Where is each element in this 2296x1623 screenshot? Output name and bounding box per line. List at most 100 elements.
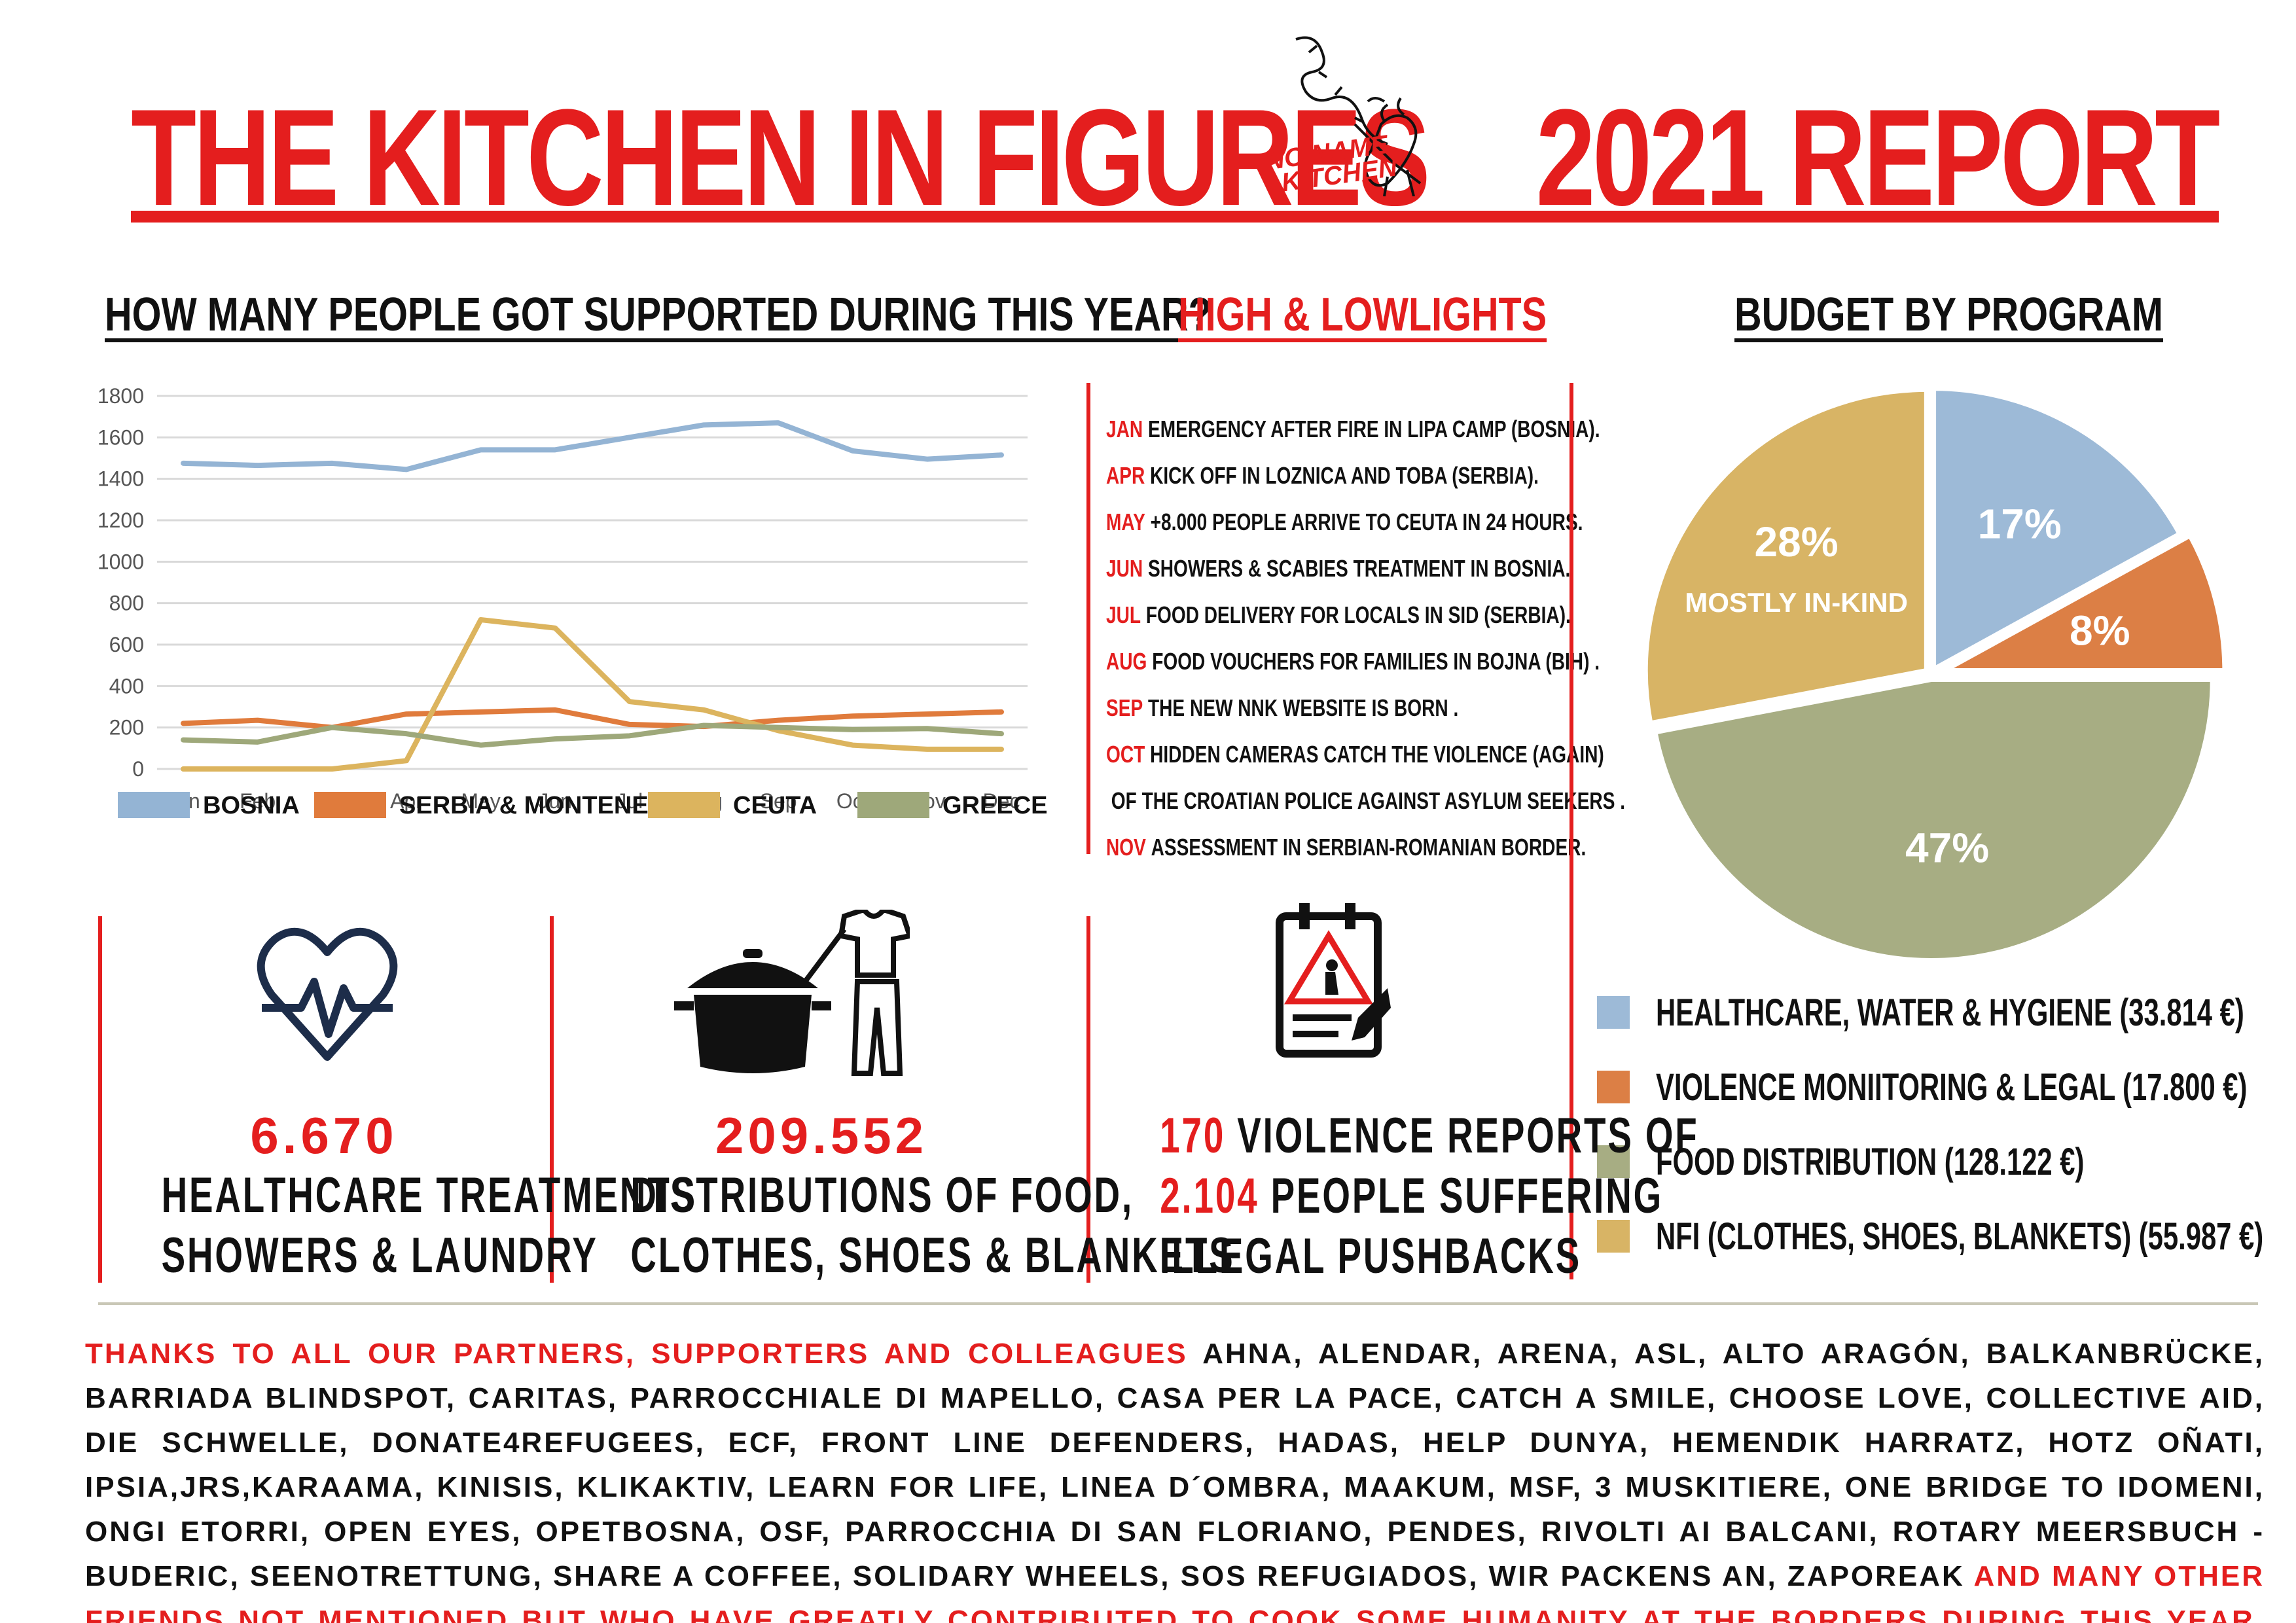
fist-whisk-logo-icon xyxy=(1295,36,1422,196)
highlight-text: +8.000 PEOPLE ARRIVE TO CEUTA IN 24 HOUR… xyxy=(1150,508,1583,535)
y-tick-label: 0 xyxy=(132,757,144,781)
budget-legend-swatch xyxy=(1597,1145,1630,1178)
y-tick-label: 1800 xyxy=(98,384,144,408)
x-tick-label: Sep xyxy=(760,789,797,813)
legend-swatch xyxy=(857,792,929,818)
budget-legend-item: FOOD DISTRIBUTION (128.122 €) xyxy=(1597,1124,2284,1199)
violence-line1: 170 VIOLENCE REPORTS OF xyxy=(1160,1106,1696,1166)
highlight-month: SEP xyxy=(1106,694,1143,721)
divider-stats-1 xyxy=(98,916,102,1283)
y-tick-label: 600 xyxy=(109,633,144,656)
budget-legend-label: VIOLENCE MONIITORING & LEGAL (17.800 €) xyxy=(1656,1065,2248,1109)
violence-line1-text: VIOLENCE REPORTS OF xyxy=(1225,1108,1699,1164)
x-tick-label: May xyxy=(461,789,500,813)
highlight-month: MAY xyxy=(1106,508,1145,535)
thanks-lead: THANKS TO ALL OUR PARTNERS, SUPPORTERS A… xyxy=(85,1338,1188,1370)
y-tick-label: 1200 xyxy=(98,508,144,532)
series-line-ceuta xyxy=(181,617,1004,772)
pie-slice xyxy=(1642,386,1929,727)
highlight-text: EMERGENCY AFTER FIRE IN LIPA CAMP (BOSNI… xyxy=(1147,416,1600,442)
highlight-item: JUN SHOWERS & SCABIES TREATMENT IN BOSNIA… xyxy=(1106,545,1570,592)
budget-legend-label: NFI (CLOTHES, SHOES, BLANKETS) (55.987 €… xyxy=(1656,1215,2264,1258)
highlight-item: OCT HIDDEN CAMERAS CATCH THE VIOLENCE (AG… xyxy=(1106,731,1604,777)
thanks-paragraph: THANKS TO ALL OUR PARTNERS, SUPPORTERS A… xyxy=(85,1332,2265,1623)
heart-pulse-icon xyxy=(257,927,398,1061)
divider-left-highlights xyxy=(1086,383,1090,854)
highlight-item: NOV ASSESSMENT IN SERBIAN-ROMANIAN BORDER… xyxy=(1106,824,1586,870)
violence-line3: ILLEGAL PUSHBACKS xyxy=(1160,1228,1582,1284)
distribution-label-line2: CLOTHES, SHOES & BLANKETS xyxy=(630,1228,1235,1283)
highlight-month: APR xyxy=(1106,462,1145,489)
budget-legend-label: FOOD DISTRIBUTION (128.122 €) xyxy=(1656,1140,2085,1183)
budget-legend-item: HEALTHCARE, WATER & HYGIENE (33.814 €) xyxy=(1597,975,2284,1050)
y-tick-label: 1600 xyxy=(98,425,144,449)
highlight-text: THE NEW NNK WEBSITE IS BORN . xyxy=(1147,694,1459,721)
highlight-month: JUL xyxy=(1106,601,1141,628)
legend-label: BOSNIA xyxy=(203,792,300,818)
violence-line2-text: PEOPLE SUFFERING xyxy=(1259,1168,1664,1224)
highlight-text: FOOD VOUCHERS FOR FAMILIES IN BOJNA (BIH… xyxy=(1152,648,1600,675)
budget-legend-item: VIOLENCE MONIITORING & LEGAL (17.800 €) xyxy=(1597,1050,2284,1124)
healthcare-stat: 6.670 HEALTHCARE TREATMENTS SHOWERS & LA… xyxy=(98,1106,696,1286)
divider-stats-3 xyxy=(1086,916,1090,1283)
series-line-greece xyxy=(181,722,1004,748)
highlight-item: AUG FOOD VOUCHERS FOR FAMILIES IN BOJNA (… xyxy=(1106,638,1600,685)
highlight-item: OF THE CROATIAN POLICE AGAINST ASYLUM SE… xyxy=(1106,777,1625,824)
y-tick-label: 800 xyxy=(109,592,144,615)
distribution-label-line1: DISTRIBUTIONS OF FOOD, xyxy=(630,1168,1134,1223)
y-tick-label: 200 xyxy=(109,716,144,740)
violence-stat: 170 VIOLENCE REPORTS OF 2.104 PEOPLE SUF… xyxy=(1093,1106,1696,1287)
legend-swatch xyxy=(118,792,190,818)
pushback-people-count: 2.104 xyxy=(1160,1168,1259,1224)
budget-legend-swatch xyxy=(1597,1220,1630,1253)
report-title: THE KITCHEN IN FIGURES xyxy=(131,80,1431,234)
highlight-text: OF THE CROATIAN POLICE AGAINST ASYLUM SE… xyxy=(1111,787,1626,814)
y-tick-label: 1000 xyxy=(98,550,144,573)
pie-slice-label: 28% xyxy=(1755,518,1839,565)
budget-legend-swatch xyxy=(1597,1071,1630,1103)
highlight-month: OCT xyxy=(1106,741,1145,768)
healthcare-count: 6.670 xyxy=(250,1107,398,1164)
highlight-text: HIDDEN CAMERAS CATCH THE VIOLENCE (AGAIN… xyxy=(1150,741,1604,768)
pie-slice xyxy=(1651,676,2215,963)
budget-section-title: BUDGET BY PROGRAM xyxy=(1734,289,2163,341)
highlight-text: KICK OFF IN LOZNICA AND TOBA (SERBIA). xyxy=(1150,462,1539,489)
pie-slice-label: 8% xyxy=(2070,607,2130,654)
x-tick-label: Jun xyxy=(538,789,572,813)
budget-pie-chart: 17% 8% 47% 28% MOSTLY IN-KIND xyxy=(1642,385,2225,963)
x-tick-label: Jul xyxy=(616,789,643,813)
pie-slice xyxy=(1931,385,2184,674)
highlight-item: MAY +8.000 PEOPLE ARRIVE TO CEUTA IN 24 H… xyxy=(1106,499,1583,545)
budget-legend: HEALTHCARE, WATER & HYGIENE (33.814 €) VI… xyxy=(1597,975,2284,1274)
highlight-month: NOV xyxy=(1106,834,1146,861)
people-section-title: HOW MANY PEOPLE GOT SUPPORTED DURING THI… xyxy=(105,289,1211,341)
divider-right-highlights xyxy=(1570,383,1573,1279)
header-underline xyxy=(131,211,2219,223)
legend-swatch xyxy=(648,792,720,818)
y-tick-label: 400 xyxy=(109,674,144,698)
violence-report-clipboard-icon xyxy=(1276,903,1391,1058)
budget-legend-item: NFI (CLOTHES, SHOES, BLANKETS) (55.987 €… xyxy=(1597,1199,2284,1274)
distribution-count: 209.552 xyxy=(715,1107,927,1164)
highlight-text: FOOD DELIVERY FOR LOCALS IN SID (SERBIA)… xyxy=(1145,601,1571,628)
divider-stats-2 xyxy=(550,916,554,1283)
highlights-section-title: HIGH & LOWLIGHTS xyxy=(1178,289,1547,341)
budget-legend-swatch xyxy=(1597,996,1630,1029)
violence-line2: 2.104 PEOPLE SUFFERING xyxy=(1160,1166,1661,1226)
pie-slice-label: 17% xyxy=(1978,501,2062,548)
distribution-stat: 209.552 DISTRIBUTIONS OF FOOD, CLOTHES, … xyxy=(556,1106,1235,1286)
series-line-serbia-montenegro xyxy=(181,707,1004,730)
legend-swatch xyxy=(314,792,386,818)
highlight-text: SHOWERS & SCABIES TREATMENT IN BOSNIA. xyxy=(1147,555,1571,582)
budget-legend-label: HEALTHCARE, WATER & HYGIENE (33.814 €) xyxy=(1656,991,2244,1034)
highlight-month: AUG xyxy=(1106,648,1147,675)
pie-slice-sublabel: MOSTLY IN-KIND xyxy=(1685,587,1908,618)
highlight-month: JAN xyxy=(1106,416,1143,442)
pie-slice xyxy=(1942,531,2225,674)
x-tick-label: Apr xyxy=(390,789,423,813)
highlights-list: JAN EMERGENCY AFTER FIRE IN LIPA CAMP (BO… xyxy=(1106,406,1625,870)
legend-label: GREECE xyxy=(942,792,1047,818)
highlight-item: SEP THE NEW NNK WEBSITE IS BORN . xyxy=(1106,685,1474,731)
thanks-partner-list: AHNA, ALENDAR, ARENA, ASL, ALTO ARAGÓN, … xyxy=(85,1338,2265,1592)
thanks-closing: AND MANY OTHER FRIENDS NOT MENTIONED BUT… xyxy=(85,1560,2265,1623)
